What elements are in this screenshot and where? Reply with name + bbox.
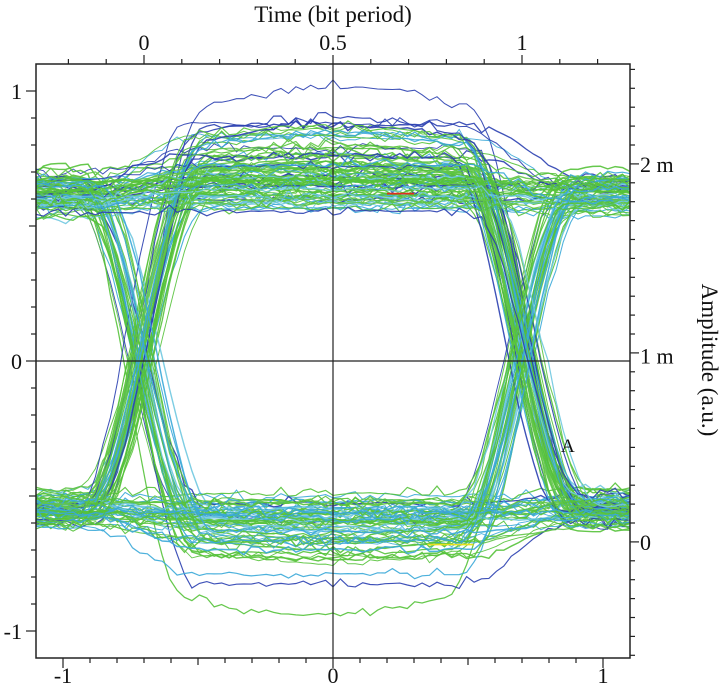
right-axis-label: Amplitude (a.u.) (697, 284, 720, 437)
tick-label: 0.5 (319, 30, 347, 55)
tick-label: -1 (54, 663, 72, 686)
tick-label: 1 (11, 79, 22, 104)
tick-label: 1 m (640, 344, 674, 369)
tick-label: -1 (4, 619, 22, 644)
axis-tick-labels: -1 0 1 1 0 -1 0 0.5 1 2 m 1 m 0 (4, 30, 674, 688)
top-axis-label: Time (bit period) (254, 2, 412, 27)
axis-ticks (26, 55, 639, 668)
tick-label: 0 (11, 349, 22, 374)
tick-label: 0 (640, 530, 651, 555)
tick-label: 0 (328, 663, 339, 686)
annotation-a: A (561, 436, 575, 457)
tick-label: 1 (517, 30, 528, 55)
tick-label: 1 (598, 663, 609, 686)
tick-label: 0 (139, 30, 150, 55)
tick-label: 2 m (640, 152, 674, 177)
